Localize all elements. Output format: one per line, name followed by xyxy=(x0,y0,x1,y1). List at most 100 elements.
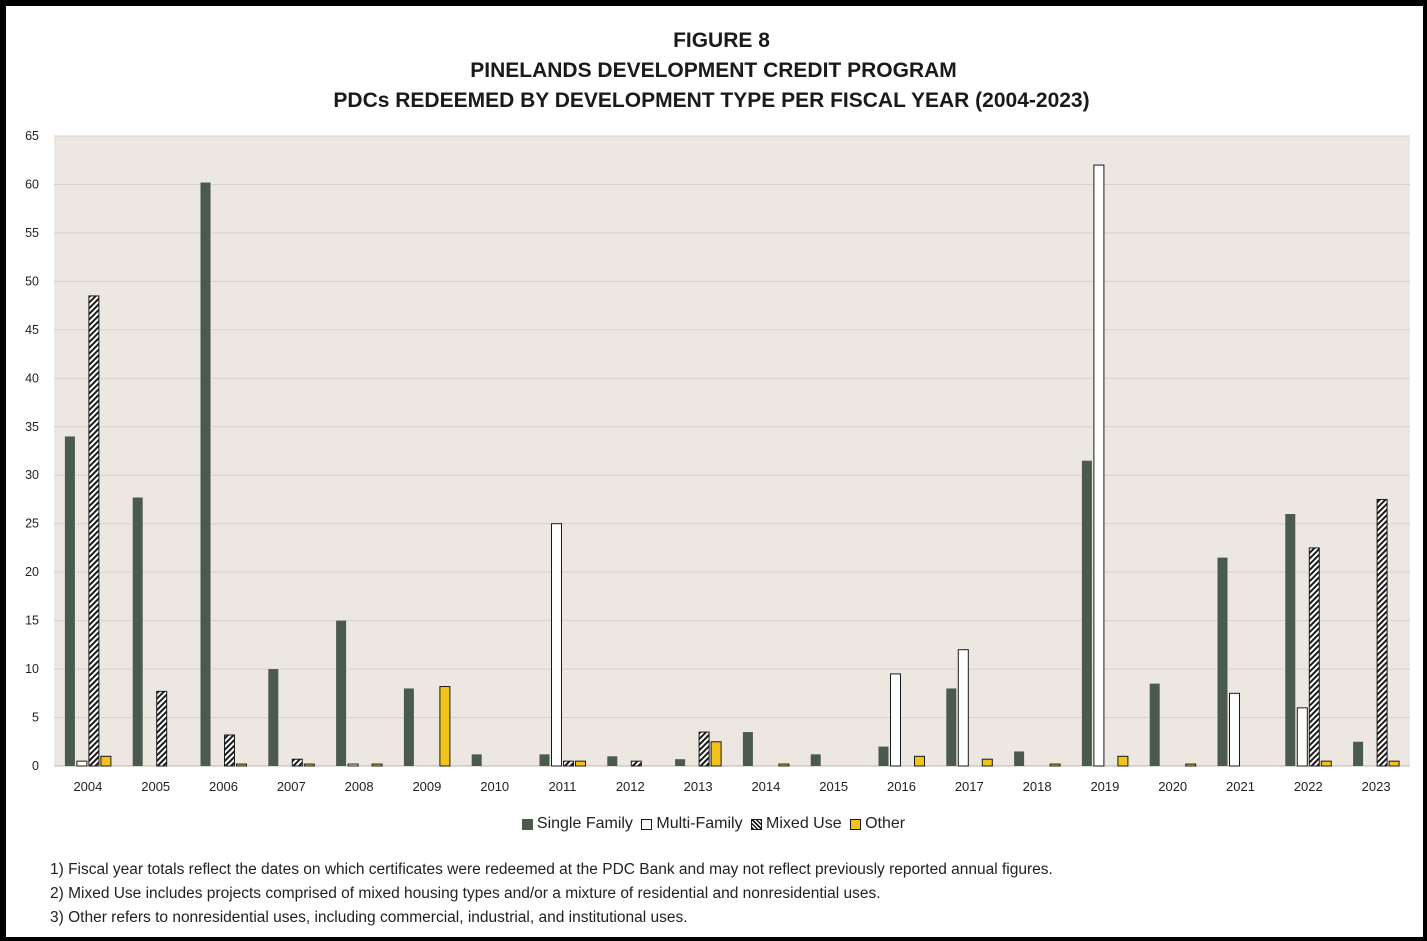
y-tick-label: 40 xyxy=(25,371,39,385)
legend-item-multi-family: Multi-Family xyxy=(641,815,743,833)
x-tick-label: 2006 xyxy=(209,779,238,794)
y-tick-label: 65 xyxy=(25,129,39,143)
bar-mixed-use xyxy=(291,758,303,767)
x-tick-label: 2017 xyxy=(955,779,984,794)
bar-mixed-use xyxy=(698,731,710,767)
y-tick-label: 0 xyxy=(32,759,39,773)
bar-multi-family xyxy=(957,649,969,767)
bar-other xyxy=(914,755,925,767)
x-tick-label: 2008 xyxy=(345,779,374,794)
plot-area xyxy=(54,136,1410,766)
x-tick-label: 2013 xyxy=(684,779,713,794)
bar-single-family xyxy=(810,754,821,766)
x-tick-label: 2010 xyxy=(480,779,509,794)
chart-title: PINELANDS DEVELOPMENT CREDIT PROGRAM xyxy=(470,59,957,82)
bar-chart: 0 5 10 15 20 25 30 35 40 45 50 55 60 65 2004 2005 2006 20… xyxy=(25,129,1410,794)
bar-single-family xyxy=(742,732,753,766)
bar-other xyxy=(1388,760,1400,767)
bar-mixed-use xyxy=(88,295,100,767)
bar-multi-family xyxy=(890,673,901,767)
bar-multi-family xyxy=(551,523,562,767)
x-tick-label: 2009 xyxy=(412,779,441,794)
footnote-2: 2) Mixed Use includes projects comprised… xyxy=(50,885,881,902)
bar-other xyxy=(575,760,586,767)
y-tick-label: 30 xyxy=(25,468,39,482)
legend-item-other: Other xyxy=(850,815,905,833)
bar-multi-family xyxy=(1296,707,1308,767)
x-tick-label: 2015 xyxy=(819,779,848,794)
y-tick-label: 50 xyxy=(25,274,39,288)
y-tick-label: 55 xyxy=(25,226,39,240)
x-tick-label: 2019 xyxy=(1090,779,1119,794)
bar-single-family xyxy=(64,436,75,766)
x-tick-label: 2020 xyxy=(1158,779,1187,794)
bar-single-family xyxy=(1285,514,1296,766)
y-tick-label: 45 xyxy=(25,323,39,337)
bar-single-family xyxy=(1014,751,1025,766)
bar-mixed-use xyxy=(563,760,574,767)
legend-swatch-single-family xyxy=(521,818,533,830)
legend-label-multi-family: Multi-Family xyxy=(656,815,743,832)
legend-swatch-multi-family xyxy=(641,818,653,830)
chart-legend: Single Family Multi-Family Mixed Use Oth… xyxy=(0,815,1427,835)
bar-other xyxy=(236,763,247,767)
legend-label-single-family: Single Family xyxy=(536,815,633,832)
bar-single-family xyxy=(403,688,414,766)
y-tick-label: 20 xyxy=(25,565,39,579)
bar-other xyxy=(981,758,993,767)
bar-mixed-use xyxy=(1308,547,1320,767)
bar-single-family xyxy=(200,182,211,766)
x-tick-label: 2016 xyxy=(887,779,916,794)
bar-single-family xyxy=(539,754,550,766)
bar-single-family xyxy=(946,688,957,766)
legend-swatch-other xyxy=(850,818,862,830)
bar-single-family xyxy=(1149,683,1160,766)
x-tick-label: 2007 xyxy=(277,779,306,794)
legend-item-mixed-use: Mixed Use xyxy=(751,815,842,833)
bar-multi-family xyxy=(76,760,88,767)
bar-other xyxy=(778,763,790,767)
y-tick-label: 60 xyxy=(25,177,39,191)
bar-mixed-use xyxy=(1376,498,1388,767)
chart-subtitle: PDCs REDEEMED BY DEVELOPMENT TYPE PER FI… xyxy=(333,89,1090,112)
legend-swatch-mixed-use xyxy=(751,818,763,830)
bar-other xyxy=(439,686,451,767)
bar-mixed-use xyxy=(224,734,235,767)
bar-other xyxy=(303,763,315,767)
x-tick-label: 2011 xyxy=(549,779,577,794)
bar-single-family xyxy=(607,756,618,766)
figure-number: FIGURE 8 xyxy=(673,29,770,52)
bar-other xyxy=(710,741,722,767)
bar-single-family xyxy=(675,759,686,766)
bar-other xyxy=(100,755,112,767)
y-tick-label: 15 xyxy=(25,614,39,628)
bar-single-family xyxy=(471,754,482,766)
x-tick-label: 2012 xyxy=(616,779,645,794)
bar-other xyxy=(1185,763,1197,767)
chart-title-block: FIGURE 8 PINELANDS DEVELOPMENT CREDIT PR… xyxy=(0,26,1427,116)
y-tick-label: 25 xyxy=(25,517,39,531)
y-tick-label: 5 xyxy=(32,711,39,725)
bar-single-family xyxy=(1353,741,1364,766)
bar-single-family xyxy=(1217,557,1228,766)
bar-single-family xyxy=(268,669,279,766)
bar-multi-family xyxy=(1229,692,1240,767)
bar-single-family xyxy=(1081,460,1092,766)
x-tick-label: 2005 xyxy=(141,779,170,794)
bar-mixed-use xyxy=(630,760,642,767)
legend-label-other: Other xyxy=(865,815,906,832)
y-tick-label: 35 xyxy=(25,420,39,434)
x-tick-label: 2023 xyxy=(1362,779,1391,794)
bar-multi-family xyxy=(347,763,359,767)
bar-other xyxy=(371,763,383,767)
legend-label-mixed-use: Mixed Use xyxy=(766,815,842,832)
bar-other xyxy=(1117,755,1129,767)
legend-item-single-family: Single Family xyxy=(521,815,633,833)
y-tick-label: 10 xyxy=(25,662,39,676)
bar-mixed-use xyxy=(156,690,168,767)
footnote-3: 3) Other refers to nonresidential uses, … xyxy=(50,909,688,926)
bar-single-family xyxy=(336,620,347,766)
bar-single-family xyxy=(878,746,889,766)
footnotes: 1) Fiscal year totals reflect the dates … xyxy=(50,858,1053,930)
bar-multi-family xyxy=(1093,164,1105,767)
